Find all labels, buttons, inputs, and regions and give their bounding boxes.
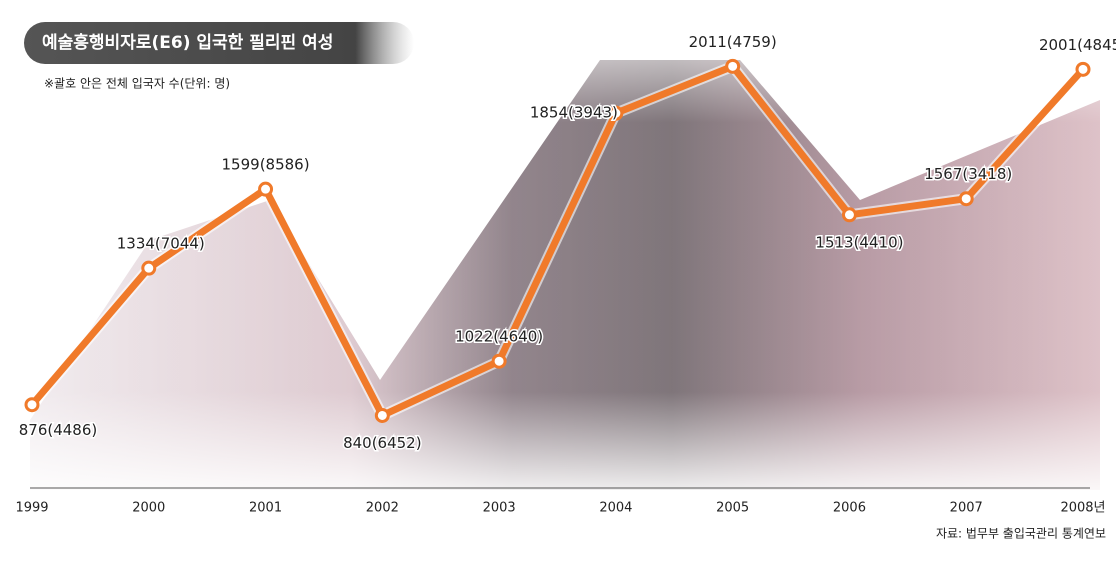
- data-label: 840(6452): [343, 434, 422, 452]
- data-label: 1022(4640): [455, 328, 543, 346]
- x-tick-label: 2006: [833, 501, 866, 516]
- data-point: [24, 397, 40, 413]
- title-pill: [24, 22, 414, 64]
- data-label: 1567(3418): [924, 165, 1012, 183]
- data-label: 1854(3943): [530, 104, 618, 122]
- data-label: 1599(8586): [222, 156, 310, 174]
- data-point: [608, 105, 624, 121]
- data-point: [958, 191, 974, 207]
- x-tick-label: 2002: [366, 501, 399, 516]
- x-tick-label: 2005: [716, 501, 749, 516]
- subtitle: ※괄호 안은 전체 입국자 수(단위: 명): [44, 77, 230, 91]
- data-label: 2001(4845): [1039, 36, 1116, 54]
- data-label: 1334(7044): [117, 235, 205, 253]
- data-point: [725, 58, 741, 74]
- x-tick-label: 2008년: [1060, 501, 1105, 516]
- x-tick-label: 1999: [15, 501, 48, 516]
- data-point: [1075, 61, 1091, 77]
- data-label: 876(4486): [19, 421, 98, 439]
- x-tick-label: 2007: [950, 501, 983, 516]
- source: 자료: 법무부 출입국관리 통계연보: [936, 527, 1106, 541]
- x-tick-label: 2001: [249, 501, 282, 516]
- data-point: [841, 207, 857, 223]
- data-point: [258, 181, 274, 197]
- data-point: [374, 407, 390, 423]
- data-label: 2011(4759): [689, 33, 777, 51]
- x-tick-label: 2003: [483, 501, 516, 516]
- x-tick-label: 2000: [132, 501, 165, 516]
- data-point: [491, 353, 507, 369]
- data-label: 1513(4410): [815, 233, 903, 251]
- x-tick-label: 2004: [599, 501, 632, 516]
- chart-title: 예술흥행비자로(E6) 입국한 필리핀 여성: [42, 32, 333, 53]
- data-point: [141, 260, 157, 276]
- data-line: [29, 62, 1086, 419]
